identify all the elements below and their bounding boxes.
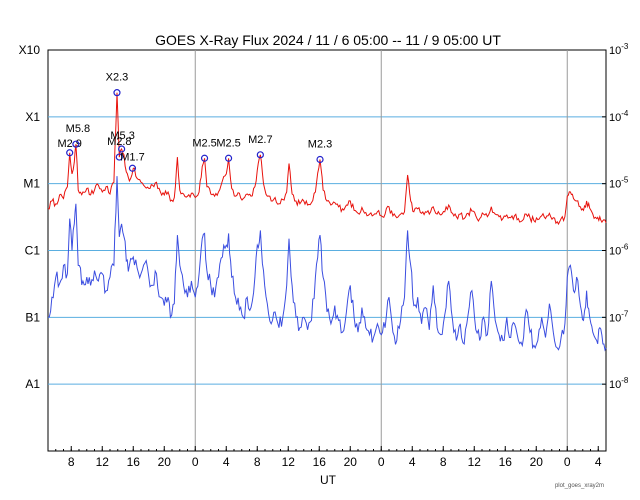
class-label-X10: X10 [19, 43, 41, 57]
x-tick-label: 4 [409, 455, 416, 469]
x-tick-label: 12 [96, 455, 110, 469]
flare-marker-circle [316, 155, 324, 164]
flux-label: 10-8 [609, 376, 629, 391]
x-tick-label: 12 [282, 455, 296, 469]
right-axis-flux-labels: 10-3 10-4 10-5 10-6 10-7 10-8 [602, 42, 629, 391]
series-layer [47, 92, 607, 352]
flare-marker-circle [66, 149, 74, 157]
series-line-short [47, 176, 607, 352]
flare-marker-circle [113, 89, 121, 97]
x-tick-label: 8 [254, 455, 261, 469]
x-tick-label: 12 [468, 455, 482, 469]
flux-label: 10-5 [609, 176, 629, 191]
x-tick-label: 4 [595, 455, 602, 469]
x-tick-label: 4 [223, 455, 230, 469]
chart-title: GOES X-Ray Flux 2024 / 11 / 6 05:00 -- 1… [155, 32, 501, 48]
series-line-long [47, 92, 607, 226]
flare-markers: M2.9 M5.8 X2.3 M5.3M2.8 M1.7 M2.5 M2.5 M2.7 M2.3 [57, 72, 332, 172]
x-tick-label: 16 [127, 455, 141, 469]
flare-label: M1.7 [120, 151, 144, 163]
class-label-X1: X1 [25, 110, 40, 124]
flare-label: M2.5 [192, 137, 216, 149]
flux-label: 10-3 [609, 42, 629, 57]
flare-marker-circle [118, 145, 126, 153]
flare-label: M2.5 [216, 137, 240, 149]
x-tick-label: 16 [313, 455, 327, 469]
flare-marker-circle [115, 153, 123, 161]
class-label-M1: M1 [23, 177, 40, 191]
x-tick-label: 0 [564, 455, 571, 469]
flux-label: 10-6 [609, 243, 629, 258]
flare-label: M2.8 [107, 136, 131, 148]
class-label-B1: B1 [25, 310, 40, 324]
x-axis-label: UT [320, 473, 337, 487]
class-label-C1: C1 [25, 244, 41, 258]
flux-label: 10-7 [609, 309, 629, 324]
flare-marker-circle [72, 140, 80, 148]
flare-label: X2.3 [106, 72, 129, 84]
x-tick-label: 0 [192, 455, 199, 469]
flare-label: M5.8 [66, 123, 90, 135]
class-label-A1: A1 [25, 377, 40, 391]
x-tick-label: 20 [530, 455, 544, 469]
flare-marker-circle [200, 154, 209, 162]
x-tick-label: 16 [499, 455, 513, 469]
x-tick-label: 20 [158, 455, 172, 469]
flare-label: M5.3 [110, 130, 134, 142]
flare-label: M2.9 [57, 138, 81, 150]
flare-marker-circle [224, 154, 233, 162]
left-axis-class-labels: X10 X1 M1 C1 B1 A1 [19, 43, 41, 391]
flare-marker-circle [128, 164, 137, 172]
grid-lines [48, 50, 606, 451]
flux-label: 10-4 [609, 109, 629, 124]
x-axis-ticks: 8 12 16 20 0 4 8 12 16 20 0 4 8 12 16 20 0 4 [47, 446, 607, 469]
x-tick-label: 0 [378, 455, 385, 469]
credit-text: plot_goes_xray2m [555, 483, 604, 489]
x-tick-label: 20 [344, 455, 358, 469]
flare-label: M2.7 [248, 134, 272, 146]
flare-label: M2.3 [308, 138, 332, 150]
flare-marker-circle [256, 151, 264, 159]
x-tick-label: 8 [440, 455, 447, 469]
x-tick-label: 8 [68, 455, 75, 469]
